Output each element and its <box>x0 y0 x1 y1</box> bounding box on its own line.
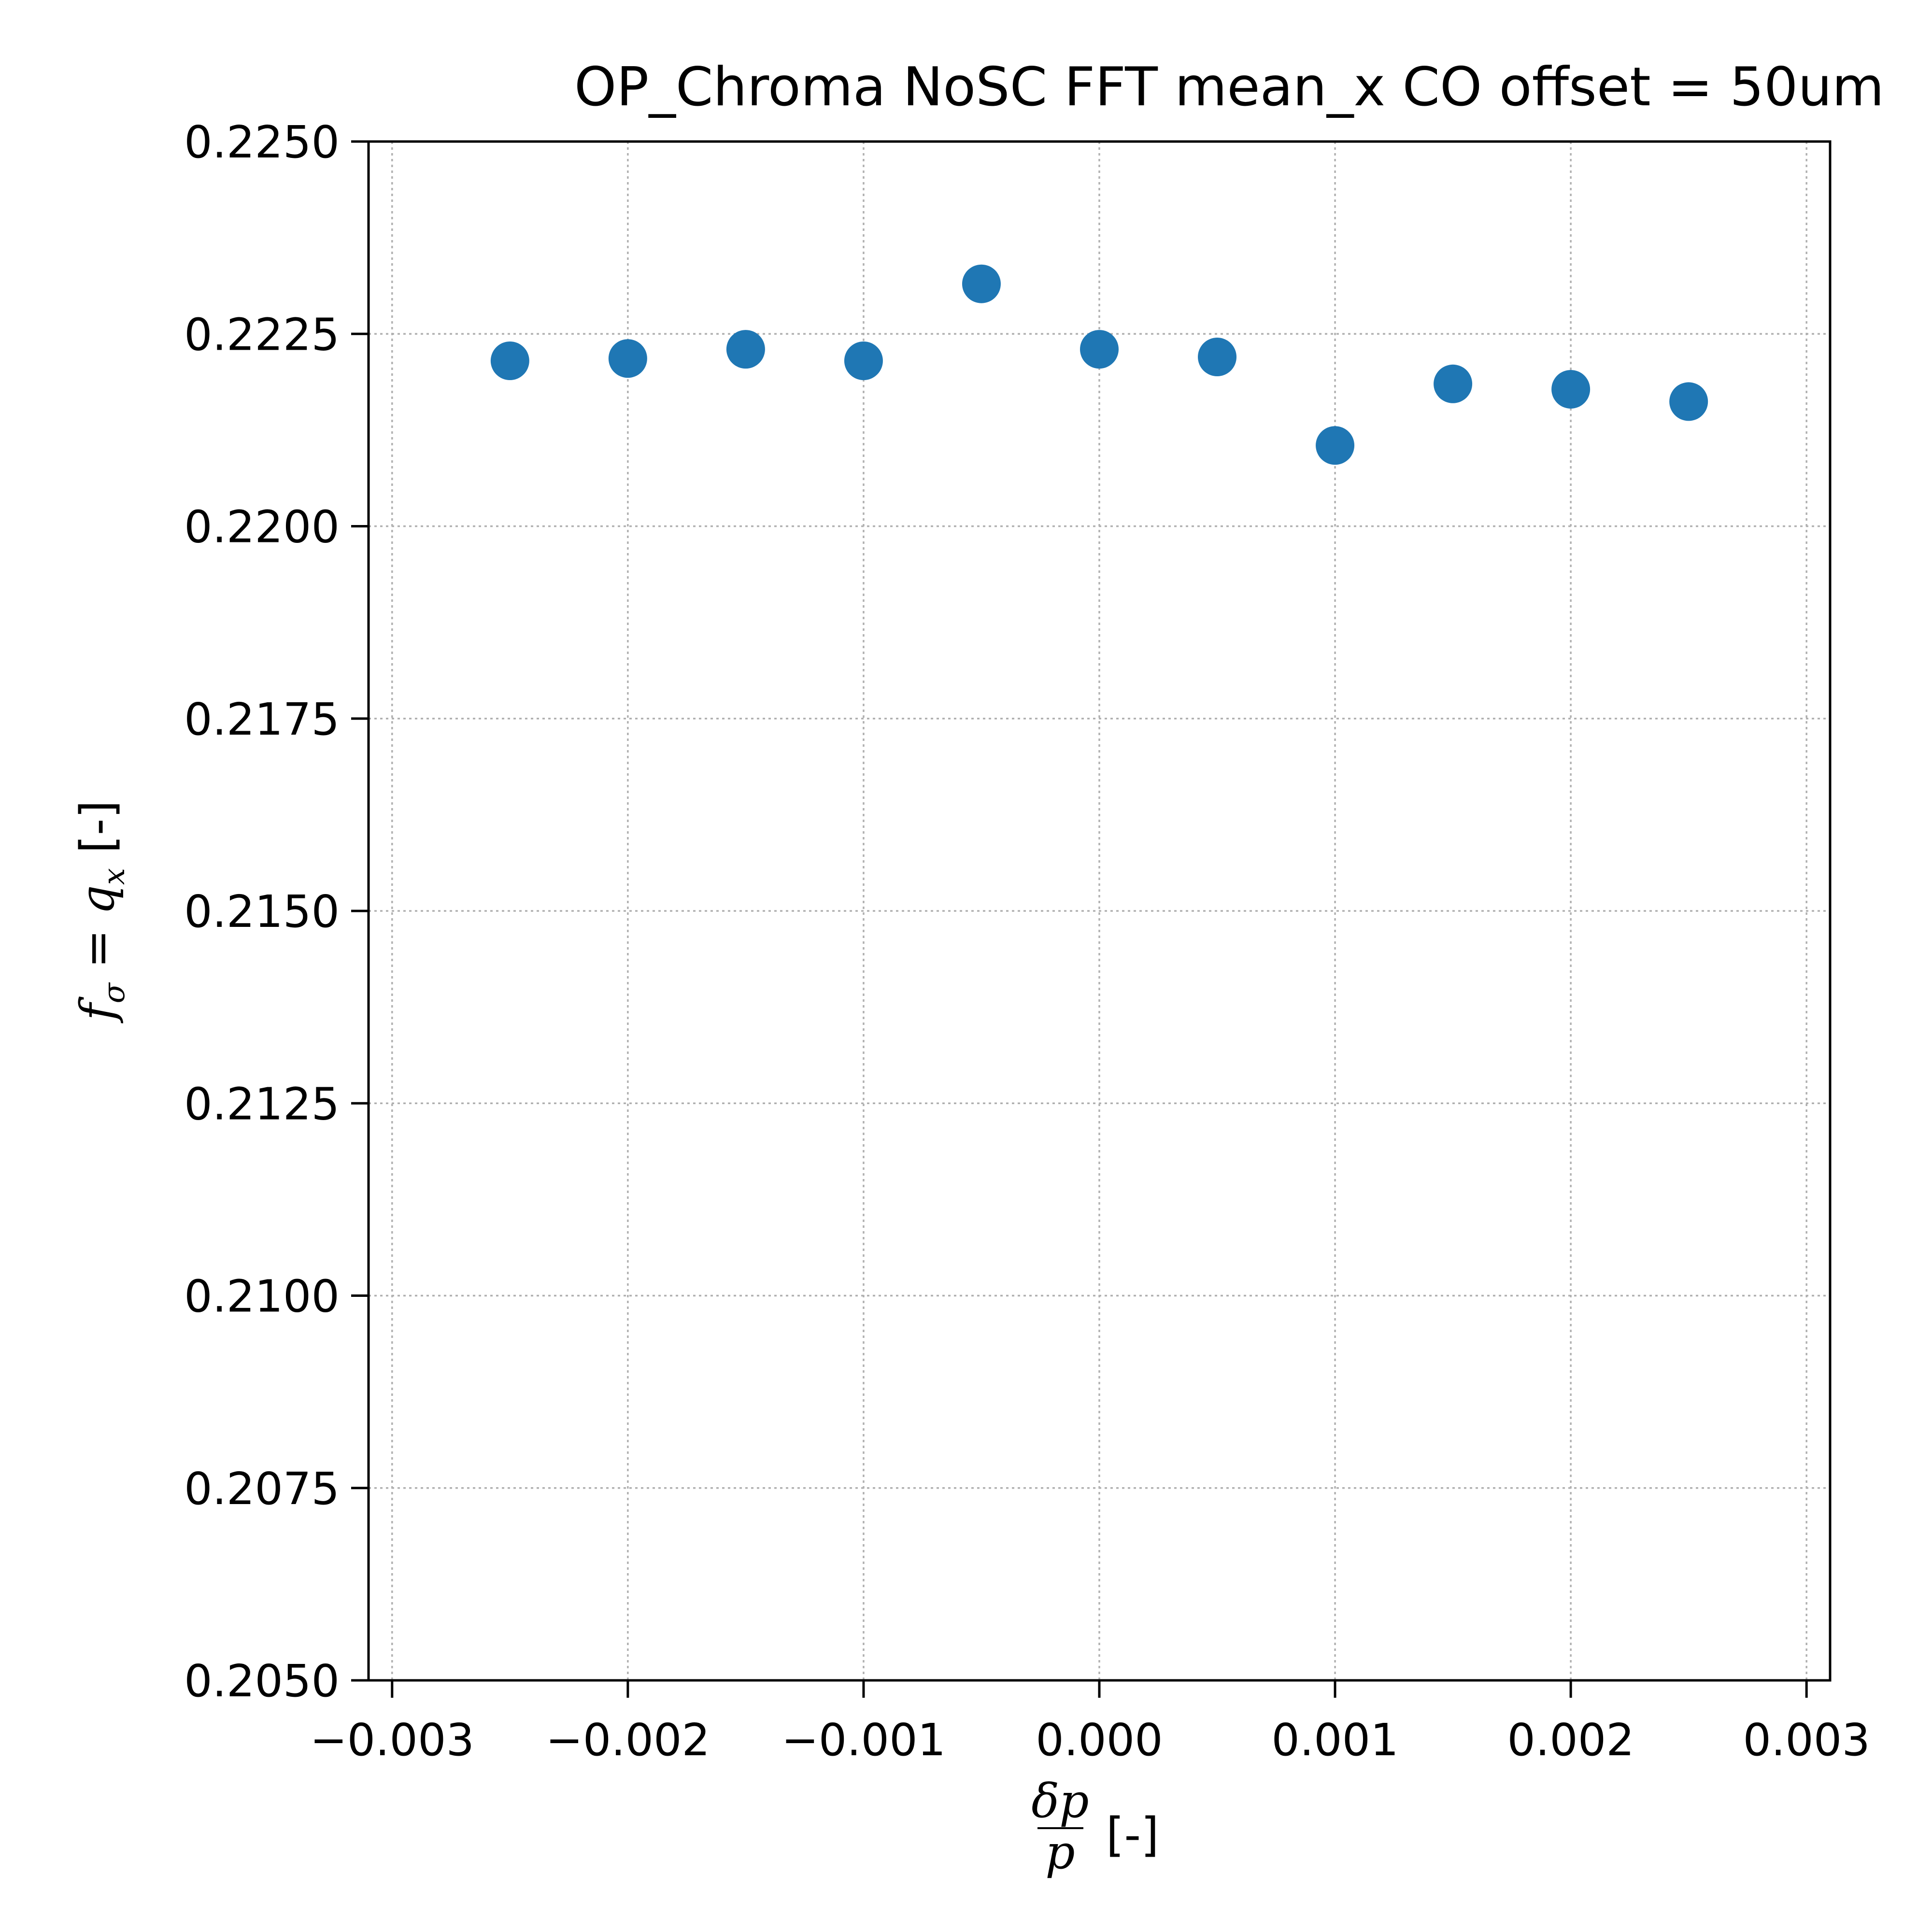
data-point <box>1080 330 1119 369</box>
x-tick-label: 0.000 <box>1036 1714 1163 1766</box>
data-point <box>1669 382 1708 421</box>
svg-text:[-]: [-] <box>1106 1808 1159 1862</box>
y-tick-label: 0.2250 <box>184 116 340 168</box>
y-tick-label: 0.2075 <box>184 1463 340 1515</box>
data-point <box>1316 426 1355 465</box>
data-point <box>726 330 765 369</box>
data-point <box>844 341 883 381</box>
data-point <box>608 339 647 378</box>
y-tick-label: 0.2100 <box>184 1271 340 1322</box>
y-tick-label: 0.2150 <box>184 886 340 938</box>
y-axis-label: fσ = qx [-] <box>71 800 131 1023</box>
data-point <box>490 341 529 381</box>
x-tick-label: 0.001 <box>1271 1714 1398 1766</box>
grid-layer <box>369 141 1830 1681</box>
data-point <box>1434 364 1473 403</box>
y-tick-label: 0.2050 <box>184 1655 340 1707</box>
data-points <box>490 264 1708 465</box>
x-tick-label: −0.003 <box>310 1714 474 1766</box>
y-tick-label: 0.2175 <box>184 694 340 745</box>
y-tick-label: 0.2200 <box>184 501 340 553</box>
x-axis-label: δp p [-] <box>1031 1774 1159 1879</box>
y-tick-label: 0.2225 <box>184 309 340 360</box>
chart-title: OP_Chroma NoSC FFT mean_x CO offset = 50… <box>574 56 1884 118</box>
data-point <box>962 264 1001 303</box>
x-tick-label: −0.002 <box>546 1714 710 1766</box>
svg-text:δp: δp <box>1031 1774 1089 1828</box>
data-point <box>1198 338 1237 377</box>
data-point <box>1551 369 1591 409</box>
axis-ticks: −0.003 −0.002 −0.001 0.000 0.001 0.002 0.003 0.… <box>184 116 1870 1766</box>
svg-text:p: p <box>1045 1825 1075 1879</box>
x-tick-label: 0.003 <box>1743 1714 1870 1766</box>
x-tick-label: −0.001 <box>781 1714 946 1766</box>
svg-text:fσ = qx [-]: fσ = qx [-] <box>71 800 131 1023</box>
x-tick-label: 0.002 <box>1507 1714 1634 1766</box>
y-tick-label: 0.2125 <box>184 1078 340 1130</box>
